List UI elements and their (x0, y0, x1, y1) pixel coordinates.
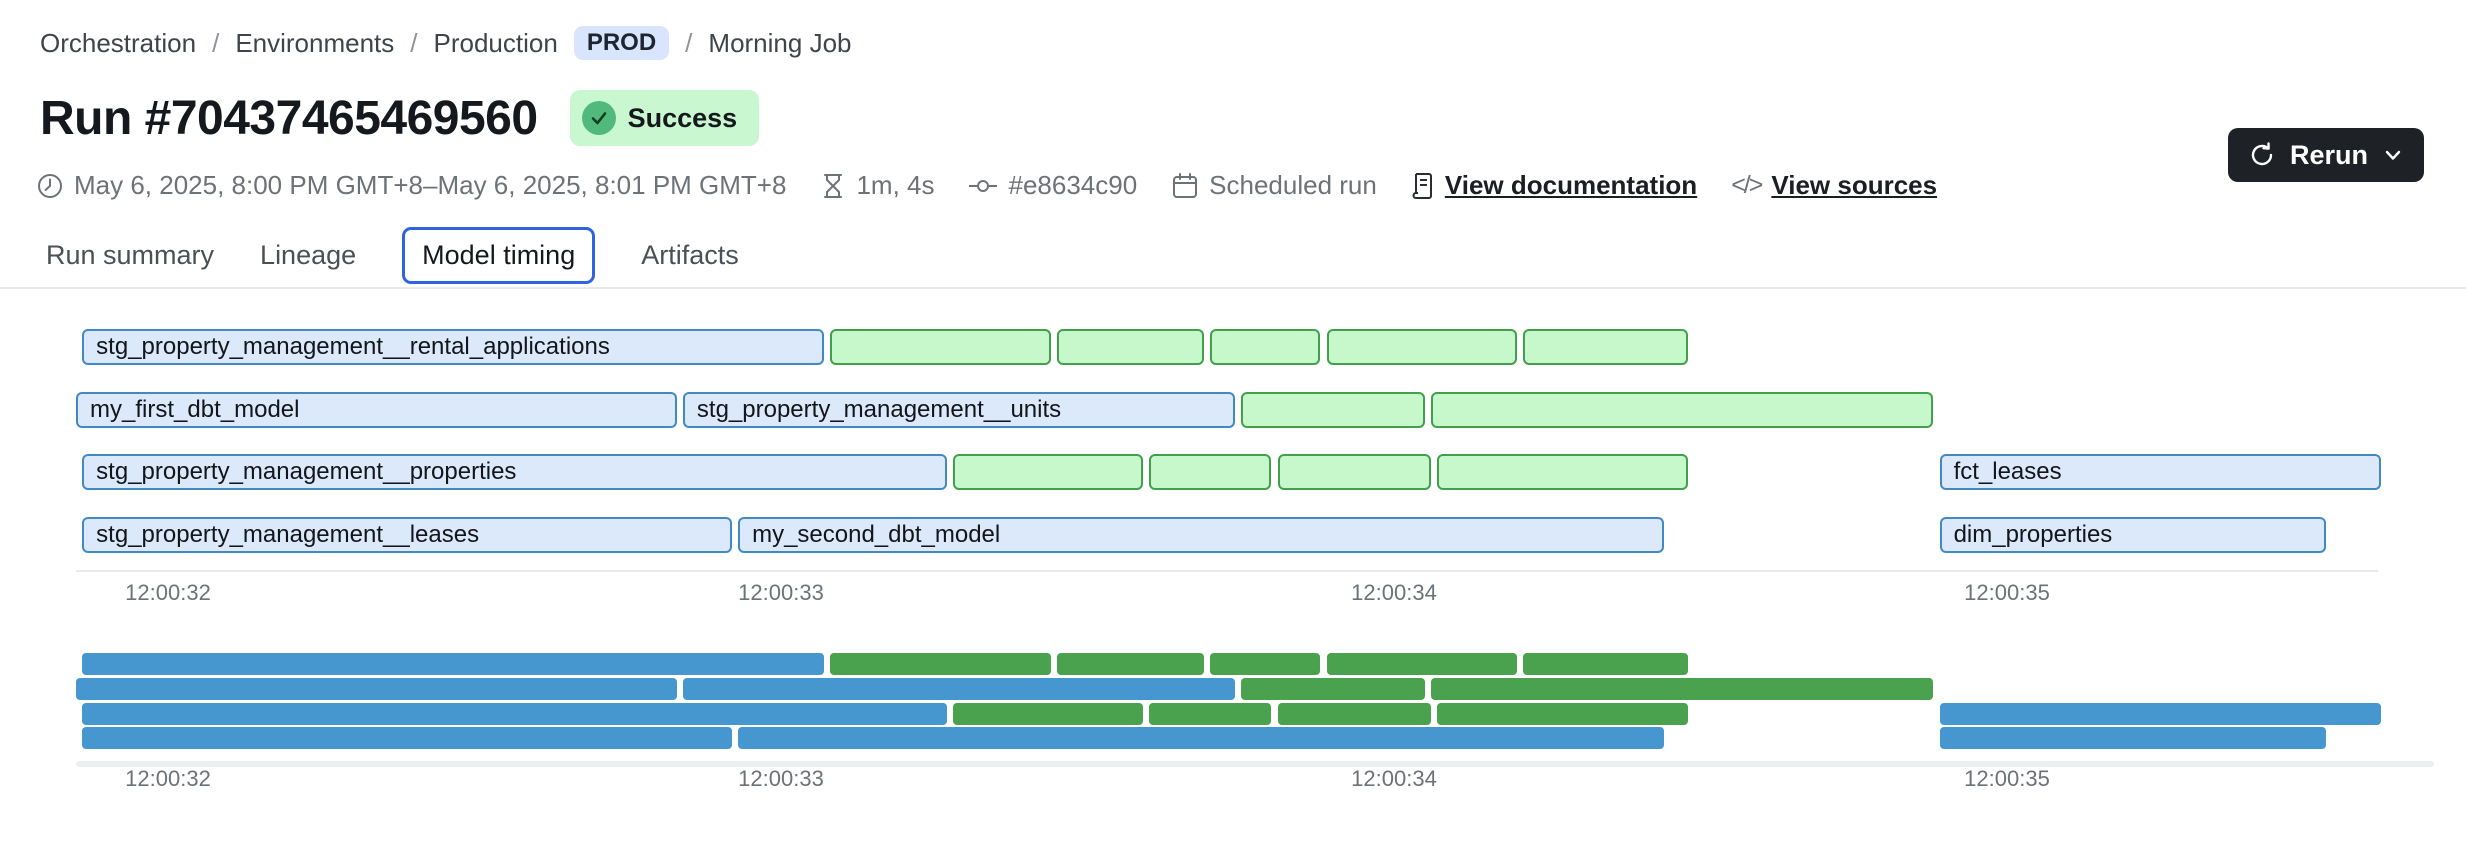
minimap-bar[interactable] (1940, 703, 2381, 725)
gantt-bar-label: stg_property_management__properties (96, 458, 516, 486)
minimap-bar[interactable] (82, 653, 824, 675)
gantt-bar-label: fct_leases (1954, 458, 2062, 486)
gantt-bar[interactable]: stg_property_management__rental_applicat… (82, 329, 824, 365)
model-timing-chart: 12:00:32 12:00:33 12:00:34 12:00:35 12:00:3… (0, 0, 2466, 842)
time-tick-label: 12:00:34 (1351, 766, 1437, 792)
gantt-bar-label: stg_property_management__units (697, 396, 1061, 424)
gantt-axis-line (76, 570, 2378, 572)
gantt-bar[interactable] (1210, 329, 1320, 365)
gantt-bar[interactable] (1278, 454, 1431, 490)
minimap-bar[interactable] (953, 703, 1143, 725)
gantt-bar[interactable] (1437, 454, 1688, 490)
gantt-bar[interactable] (1327, 329, 1517, 365)
gantt-bar-label: stg_property_management__leases (96, 521, 479, 549)
minimap-bar[interactable] (1523, 653, 1689, 675)
minimap-bar[interactable] (1210, 653, 1320, 675)
minimap-bar[interactable] (1241, 678, 1425, 700)
time-tick-label: 12:00:35 (1964, 766, 2050, 792)
gantt-bar[interactable]: stg_property_management__properties (82, 454, 946, 490)
minimap-bar[interactable] (1278, 703, 1431, 725)
minimap-scroll-track[interactable] (76, 761, 2434, 767)
time-tick-label: 12:00:33 (738, 766, 824, 792)
minimap-bar[interactable] (1057, 653, 1204, 675)
minimap-bar[interactable] (1327, 653, 1517, 675)
minimap-bar[interactable] (1149, 703, 1272, 725)
minimap-bar[interactable] (1940, 727, 2326, 749)
gantt-bar[interactable] (830, 329, 1051, 365)
minimap-bar[interactable] (830, 653, 1051, 675)
gantt-bar-label: my_first_dbt_model (90, 396, 299, 424)
gantt-bar[interactable] (1523, 329, 1689, 365)
gantt-bar-label: my_second_dbt_model (752, 521, 1000, 549)
gantt-bar-label: stg_property_management__rental_applicat… (96, 333, 610, 361)
gantt-bar[interactable] (953, 454, 1143, 490)
minimap-bar[interactable] (76, 678, 677, 700)
gantt-bar[interactable] (1057, 329, 1204, 365)
gantt-bar[interactable]: my_second_dbt_model (738, 517, 1664, 553)
minimap-bar[interactable] (1437, 703, 1688, 725)
gantt-bar[interactable]: my_first_dbt_model (76, 392, 677, 428)
gantt-bar[interactable]: dim_properties (1940, 517, 2326, 553)
time-tick-label: 12:00:34 (1351, 580, 1437, 606)
time-tick-label: 12:00:35 (1964, 580, 2050, 606)
gantt-bar[interactable]: stg_property_management__units (683, 392, 1235, 428)
time-tick-label: 12:00:32 (125, 580, 211, 606)
gantt-bar[interactable]: stg_property_management__leases (82, 517, 732, 553)
gantt-bar[interactable]: fct_leases (1940, 454, 2381, 490)
minimap-bar[interactable] (82, 703, 946, 725)
minimap-bar[interactable] (683, 678, 1235, 700)
gantt-bar[interactable] (1431, 392, 1934, 428)
minimap-bar[interactable] (82, 727, 732, 749)
time-tick-label: 12:00:32 (125, 766, 211, 792)
gantt-bar[interactable] (1241, 392, 1425, 428)
gantt-bar-label: dim_properties (1954, 521, 2113, 549)
minimap-bar[interactable] (1431, 678, 1934, 700)
time-tick-label: 12:00:33 (738, 580, 824, 606)
gantt-bar[interactable] (1149, 454, 1272, 490)
minimap-bar[interactable] (738, 727, 1664, 749)
